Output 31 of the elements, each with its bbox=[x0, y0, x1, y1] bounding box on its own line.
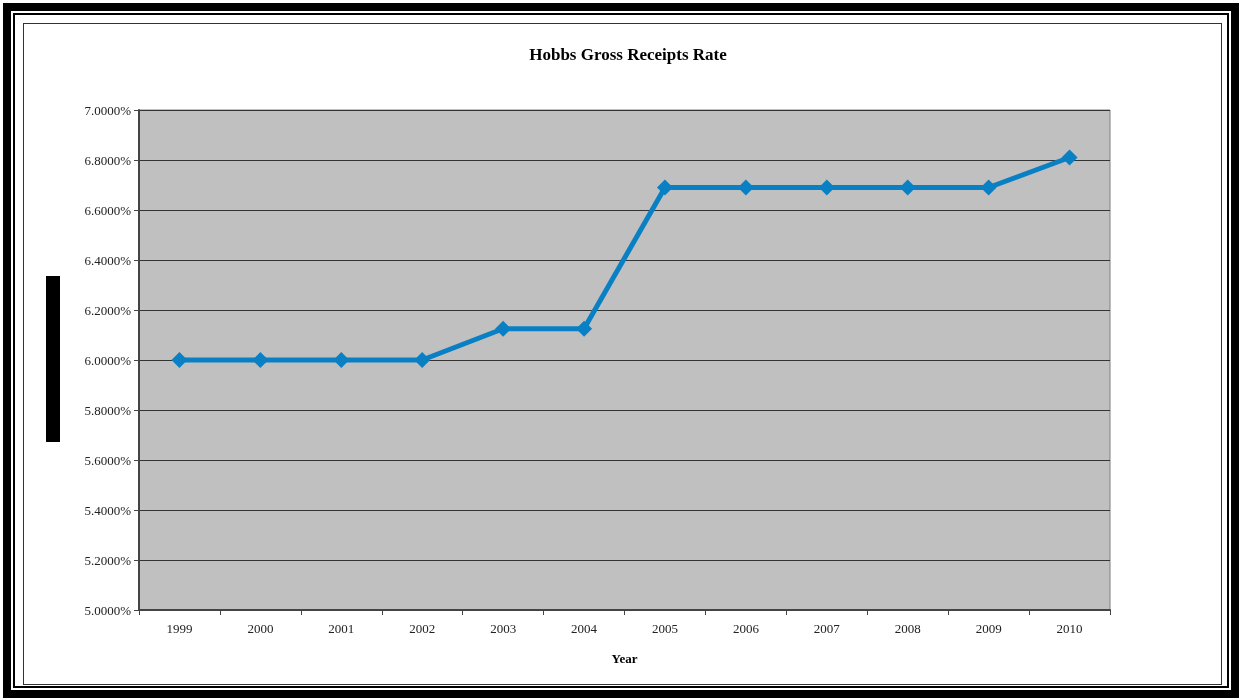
y-tick-label: 7.0000% bbox=[84, 102, 132, 118]
point bbox=[252, 352, 269, 368]
x-tick-label: 2007 bbox=[813, 621, 841, 636]
chart-title: Hobbs Gross Receipts Rate bbox=[529, 45, 728, 64]
x-tick-label: 2006 bbox=[732, 621, 760, 636]
y-tick-label: 6.2000% bbox=[84, 302, 132, 318]
y-tick-label: 5.0000% bbox=[84, 602, 132, 618]
x-tick-label: 1999 bbox=[166, 621, 193, 636]
y-tick-label: 5.8000% bbox=[84, 402, 132, 418]
x-tick-label: 2004 bbox=[571, 621, 598, 636]
x-tick-label: 2009 bbox=[975, 621, 1002, 636]
point bbox=[171, 352, 188, 368]
y-tick-label: 5.4000% bbox=[84, 502, 132, 518]
point bbox=[414, 352, 431, 368]
y-tick-label: 6.0000% bbox=[84, 352, 132, 368]
point bbox=[1061, 149, 1078, 166]
x-tick-label: 2010 bbox=[1056, 621, 1083, 636]
y-tick-label: 6.8000% bbox=[84, 152, 132, 168]
y-tick-label: 6.6000% bbox=[84, 202, 132, 218]
y-tick-label: 6.4000% bbox=[84, 252, 132, 268]
x-tick-label: 2002 bbox=[409, 621, 436, 636]
x-axis-title: Year bbox=[611, 651, 638, 666]
x-tick-label: 2000 bbox=[247, 621, 274, 636]
x-tick-label: 2001 bbox=[328, 621, 355, 636]
y-tick-label: 5.2000% bbox=[84, 552, 132, 568]
y-tick-label: 5.6000% bbox=[84, 452, 132, 468]
point bbox=[576, 320, 593, 337]
x-tick-label: 2008 bbox=[894, 621, 921, 636]
x-tick-label: 2003 bbox=[490, 621, 517, 636]
x-tick-label: 2005 bbox=[651, 621, 678, 636]
point bbox=[656, 179, 673, 196]
